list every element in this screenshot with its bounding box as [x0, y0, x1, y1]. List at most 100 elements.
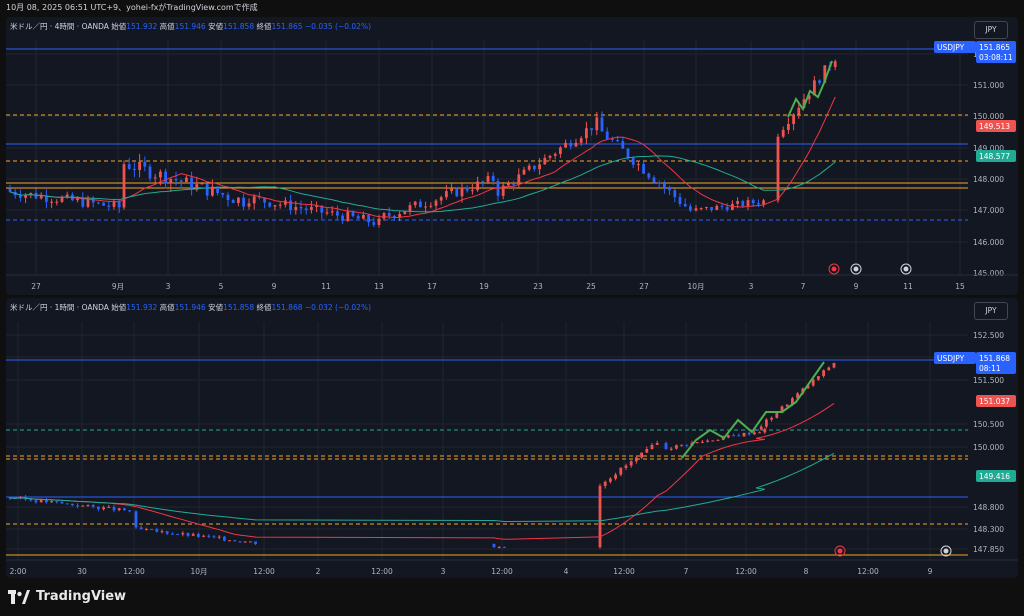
candle-up: [310, 206, 313, 210]
time-tick-label: 12:00: [371, 567, 393, 576]
candle-up: [102, 507, 105, 510]
price-chart-4h[interactable]: 152.000151.000150.000149.000148.000147.0…: [6, 17, 1018, 295]
time-tick-label: 19: [479, 282, 489, 291]
chart-pane-1h[interactable]: 米ドル／円 · 1時間 · OANDA 始値151.932 高値151.946 …: [6, 298, 1018, 578]
candle-down: [491, 175, 495, 182]
candle-down: [387, 213, 391, 216]
event-icon-us-flag: [900, 263, 912, 275]
candle-up: [284, 200, 287, 205]
time-tick-label: 2:00: [10, 567, 27, 576]
candle-up: [122, 164, 126, 208]
time-tick-label: 12:00: [123, 567, 145, 576]
candle-down: [393, 215, 396, 218]
level-tag-label: 148.577: [979, 152, 1010, 161]
candle-down: [268, 202, 272, 207]
time-tick-label: 12:00: [857, 567, 879, 576]
time-tick-label: 12:00: [491, 567, 513, 576]
candle-up: [603, 481, 607, 486]
candle-down: [720, 205, 724, 207]
candle-up: [471, 190, 474, 192]
candle-up: [781, 129, 785, 137]
candle-down: [231, 200, 235, 203]
candle-up: [796, 393, 799, 399]
candle-up: [169, 179, 173, 184]
candle-up: [346, 211, 350, 221]
candle-down: [190, 177, 193, 190]
candle-up: [762, 200, 765, 205]
time-axis[interactable]: 2:00 30 12:00 10月 12:00 2 12:00 3 12:00 4 12:00 7 12…: [6, 559, 1018, 576]
candle-up: [680, 444, 683, 446]
trend-arrow-line: [787, 60, 833, 118]
candle-down: [176, 534, 179, 536]
symbol-tag-label: USDJPY: [937, 43, 965, 52]
candle-down: [221, 193, 225, 195]
time-tick-label: 9: [928, 567, 933, 576]
countdown-label: 03:08:11: [979, 53, 1013, 62]
tradingview-logo[interactable]: TradingView: [8, 589, 126, 604]
time-tick-label: 17: [427, 282, 437, 291]
time-axis[interactable]: 27 9月 3 5 9 11 13 17 19 23 25 27 10月 3 7 9 11 15: [6, 274, 1018, 291]
candle-up: [76, 198, 79, 201]
candle-down: [186, 533, 190, 536]
candle-up: [564, 142, 567, 148]
candle-down: [226, 194, 230, 201]
candle-up: [252, 196, 256, 204]
candle-down: [631, 158, 635, 165]
candle-up: [797, 107, 801, 115]
candle-up: [758, 432, 761, 434]
candle-down: [127, 164, 131, 169]
candle-up: [217, 536, 221, 538]
candle-down: [741, 201, 745, 207]
price-chart-1h[interactable]: 152.500152.000151.500150.500150.000148.8…: [6, 298, 1018, 578]
event-icon-ring: [940, 545, 952, 557]
candle-down: [60, 501, 64, 504]
candle-up: [699, 207, 703, 209]
chart-pane-4h[interactable]: 米ドル／円 · 4時間 · OANDA 始値151.932 高値151.946 …: [6, 17, 1018, 295]
candle-down: [212, 536, 216, 538]
candle-up: [476, 181, 479, 191]
candle-up: [501, 185, 505, 196]
candle-down: [45, 195, 48, 202]
candle-down: [351, 211, 355, 217]
candle-down: [34, 500, 38, 503]
candle-up: [377, 218, 381, 225]
candle-up: [330, 211, 334, 213]
candle-up: [763, 429, 767, 433]
candle-down: [8, 188, 12, 192]
candle-up: [548, 155, 552, 158]
event-icon-dot: [853, 266, 859, 272]
candle-up: [211, 186, 214, 196]
candle-down: [55, 501, 59, 503]
low-value: 151.858: [223, 303, 255, 312]
candle-up: [202, 535, 205, 537]
candle-up: [413, 201, 417, 206]
candle-up: [138, 161, 141, 171]
currency-button[interactable]: JPY: [974, 302, 1008, 320]
candle-down: [65, 503, 69, 505]
candle-up: [60, 197, 64, 202]
candle-up: [527, 165, 531, 170]
candle-up: [832, 362, 836, 368]
event-icon-us-flag: [940, 545, 952, 557]
currency-button[interactable]: JPY: [974, 21, 1008, 39]
candle-up: [403, 211, 407, 215]
level-tag-bg: [976, 150, 1016, 162]
price-axis[interactable]: 152.000151.000150.000149.000148.000147.0…: [973, 50, 1004, 278]
price-tick-label: 148.300: [973, 525, 1004, 534]
candle-down: [143, 161, 147, 167]
candle-down: [533, 165, 536, 170]
candle-up: [55, 201, 59, 203]
time-tick-label: 27: [639, 282, 649, 291]
candle-up: [759, 426, 763, 430]
candle-down: [134, 511, 138, 528]
grid: [6, 322, 968, 560]
candle-up: [65, 194, 69, 198]
candle-up: [247, 203, 251, 207]
candle-down: [673, 190, 677, 198]
event-icon-lightning: [828, 263, 840, 275]
candle-up: [669, 448, 673, 450]
candle-down: [304, 208, 308, 210]
candle-up: [243, 541, 247, 543]
price-tick-label: 150.000: [973, 443, 1004, 452]
